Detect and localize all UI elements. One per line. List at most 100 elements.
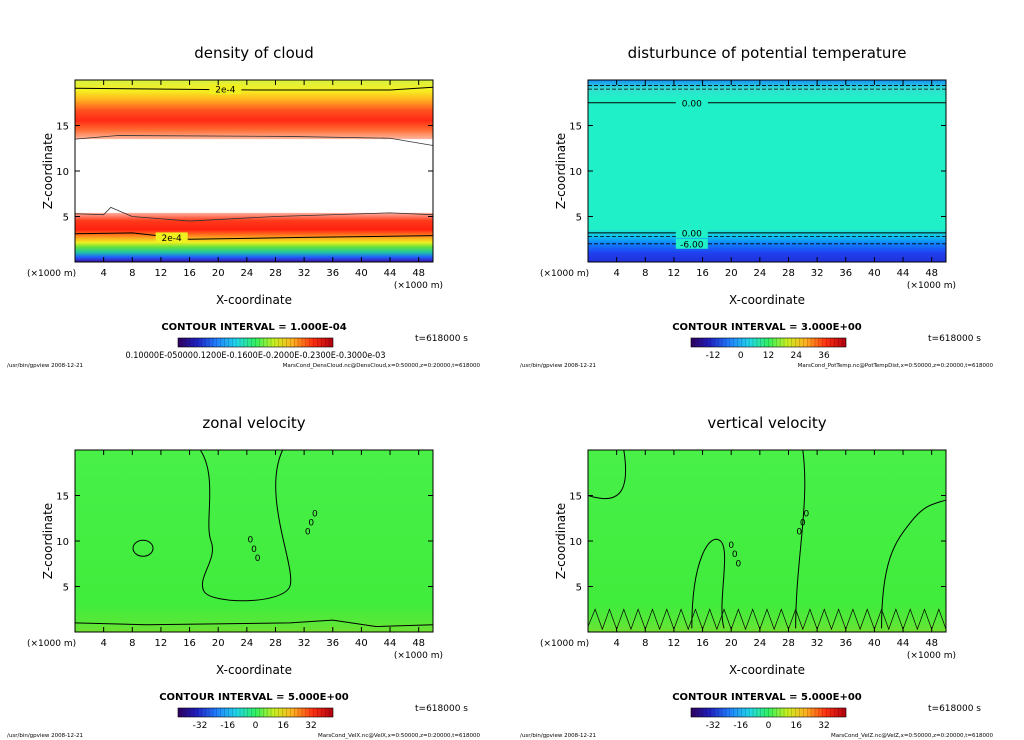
plot-area bbox=[75, 80, 433, 262]
x-tick-label: 20 bbox=[725, 638, 738, 649]
y-tick-label: 10 bbox=[569, 167, 582, 178]
time-label: t=618000 s bbox=[928, 704, 981, 714]
x-tick-label: 20 bbox=[212, 268, 225, 279]
contour-label: 0 bbox=[312, 509, 318, 519]
x-tick-label: 44 bbox=[384, 638, 397, 649]
y-tick-label: 15 bbox=[569, 122, 582, 133]
x-tick-label: 44 bbox=[384, 268, 397, 279]
x-axis-label: X-coordinate bbox=[216, 663, 292, 677]
x-unit-label-right: (×1000 m) bbox=[394, 281, 443, 291]
x-tick-label: 28 bbox=[782, 638, 795, 649]
x-tick-label: 16 bbox=[696, 268, 709, 279]
x-tick-label: 24 bbox=[753, 638, 766, 649]
x-tick-label: 16 bbox=[183, 268, 196, 279]
contour-line bbox=[132, 539, 154, 557]
x-tick-label: 8 bbox=[642, 638, 648, 649]
y-tick-label: 15 bbox=[56, 492, 69, 503]
x-tick-label: 28 bbox=[782, 268, 795, 279]
contour-label: 2e-4 bbox=[215, 86, 236, 96]
x-tick-label: 32 bbox=[811, 268, 824, 279]
contour-label: 0 bbox=[255, 554, 261, 564]
footer-right: MarsCond_VelZ.nc@VelZ,x=0:50000,z=0:2000… bbox=[831, 733, 994, 739]
contour-label: 0 bbox=[308, 518, 314, 528]
x-axis-label: X-coordinate bbox=[729, 293, 805, 307]
x-tick-label: 44 bbox=[897, 638, 910, 649]
contour-line bbox=[75, 135, 433, 146]
contour-interval: CONTOUR INTERVAL = 5.000E+00 bbox=[672, 692, 862, 703]
field-fill bbox=[588, 450, 946, 632]
contour-label: 0 bbox=[804, 509, 810, 519]
contour-label: -6.00 bbox=[680, 240, 704, 250]
chart-title: density of cloud bbox=[194, 44, 314, 62]
contour-line bbox=[881, 499, 946, 629]
contour-interval: CONTOUR INTERVAL = 1.000E-04 bbox=[161, 322, 346, 333]
contour-interval: CONTOUR INTERVAL = 3.000E+00 bbox=[672, 322, 862, 333]
colorbar-label: 12 bbox=[763, 351, 774, 361]
x-tick-label: 48 bbox=[412, 268, 425, 279]
x-unit-label-right: (×1000 m) bbox=[907, 281, 956, 291]
x-tick-label: 40 bbox=[868, 638, 881, 649]
colorbar-label: -16 bbox=[733, 721, 748, 731]
field-fill bbox=[588, 80, 946, 262]
x-tick-label: 40 bbox=[868, 268, 881, 279]
footer-right: MarsCond_DensCloud.nc@DensCloud,x=0:5000… bbox=[283, 363, 481, 369]
footer-left: /usr/bin/gpview 2008-12-21 bbox=[520, 733, 596, 739]
colorbar-label: 0 bbox=[738, 351, 744, 361]
contour-line bbox=[795, 450, 806, 629]
x-unit-label: (×1000 m) bbox=[540, 639, 589, 649]
x-tick-label: 24 bbox=[240, 268, 253, 279]
plot-area bbox=[75, 450, 433, 632]
x-tick-label: 12 bbox=[155, 638, 168, 649]
time-label: t=618000 s bbox=[928, 334, 981, 344]
x-unit-label: (×1000 m) bbox=[540, 269, 589, 279]
y-axis-label: Z-coordinate bbox=[41, 503, 55, 579]
footer-right: MarsCond_PotTemp.nc@PotTempDist,x=0:5000… bbox=[798, 363, 994, 369]
contour-label: 0 bbox=[728, 541, 734, 551]
x-tick-label: 4 bbox=[613, 638, 619, 649]
footer-left: /usr/bin/gpview 2008-12-21 bbox=[7, 363, 83, 369]
x-unit-label: (×1000 m) bbox=[27, 269, 76, 279]
x-tick-label: 12 bbox=[155, 268, 168, 279]
x-tick-label: 36 bbox=[326, 638, 339, 649]
x-axis-label: X-coordinate bbox=[729, 663, 805, 677]
colorbar-label: 36 bbox=[818, 351, 830, 361]
contour-label: 0 bbox=[732, 550, 738, 560]
contour-label: 0 bbox=[800, 518, 806, 528]
y-tick-label: 5 bbox=[576, 213, 582, 224]
contour-line bbox=[75, 619, 433, 628]
colorbar-label: -12 bbox=[706, 351, 721, 361]
contour-label: 0 bbox=[796, 527, 802, 537]
colorbar-label: 24 bbox=[791, 351, 803, 361]
x-unit-label-right: (×1000 m) bbox=[394, 651, 443, 661]
contour-line bbox=[199, 450, 292, 602]
contour-line bbox=[691, 538, 726, 629]
x-tick-label: 28 bbox=[269, 268, 282, 279]
x-unit-label: (×1000 m) bbox=[27, 639, 76, 649]
plot-area bbox=[588, 80, 946, 262]
plot-area bbox=[588, 450, 946, 632]
x-tick-label: 40 bbox=[355, 638, 368, 649]
x-tick-label: 40 bbox=[355, 268, 368, 279]
x-tick-label: 48 bbox=[412, 638, 425, 649]
x-tick-label: 24 bbox=[240, 638, 253, 649]
y-axis-label: Z-coordinate bbox=[41, 133, 55, 209]
x-tick-label: 48 bbox=[925, 268, 938, 279]
x-axis-label: X-coordinate bbox=[216, 293, 292, 307]
footer-left: /usr/bin/gpview 2008-12-21 bbox=[520, 363, 596, 369]
y-tick-label: 15 bbox=[569, 492, 582, 503]
colorbar-label: 16 bbox=[278, 721, 290, 731]
x-tick-label: 28 bbox=[269, 638, 282, 649]
x-tick-label: 4 bbox=[100, 638, 106, 649]
time-label: t=618000 s bbox=[415, 334, 468, 344]
colorbar-labels: 0.10000E-050000.1200E-0.1600E-0.2000E-0.… bbox=[126, 351, 386, 361]
chart-title: vertical velocity bbox=[707, 414, 826, 432]
colorbar-label: 0 bbox=[253, 721, 259, 731]
x-tick-label: 24 bbox=[753, 268, 766, 279]
contour-line bbox=[588, 608, 946, 631]
y-tick-label: 5 bbox=[63, 213, 69, 224]
colorbar-label: 32 bbox=[305, 721, 316, 731]
x-tick-label: 12 bbox=[668, 268, 681, 279]
x-unit-label-right: (×1000 m) bbox=[907, 651, 956, 661]
